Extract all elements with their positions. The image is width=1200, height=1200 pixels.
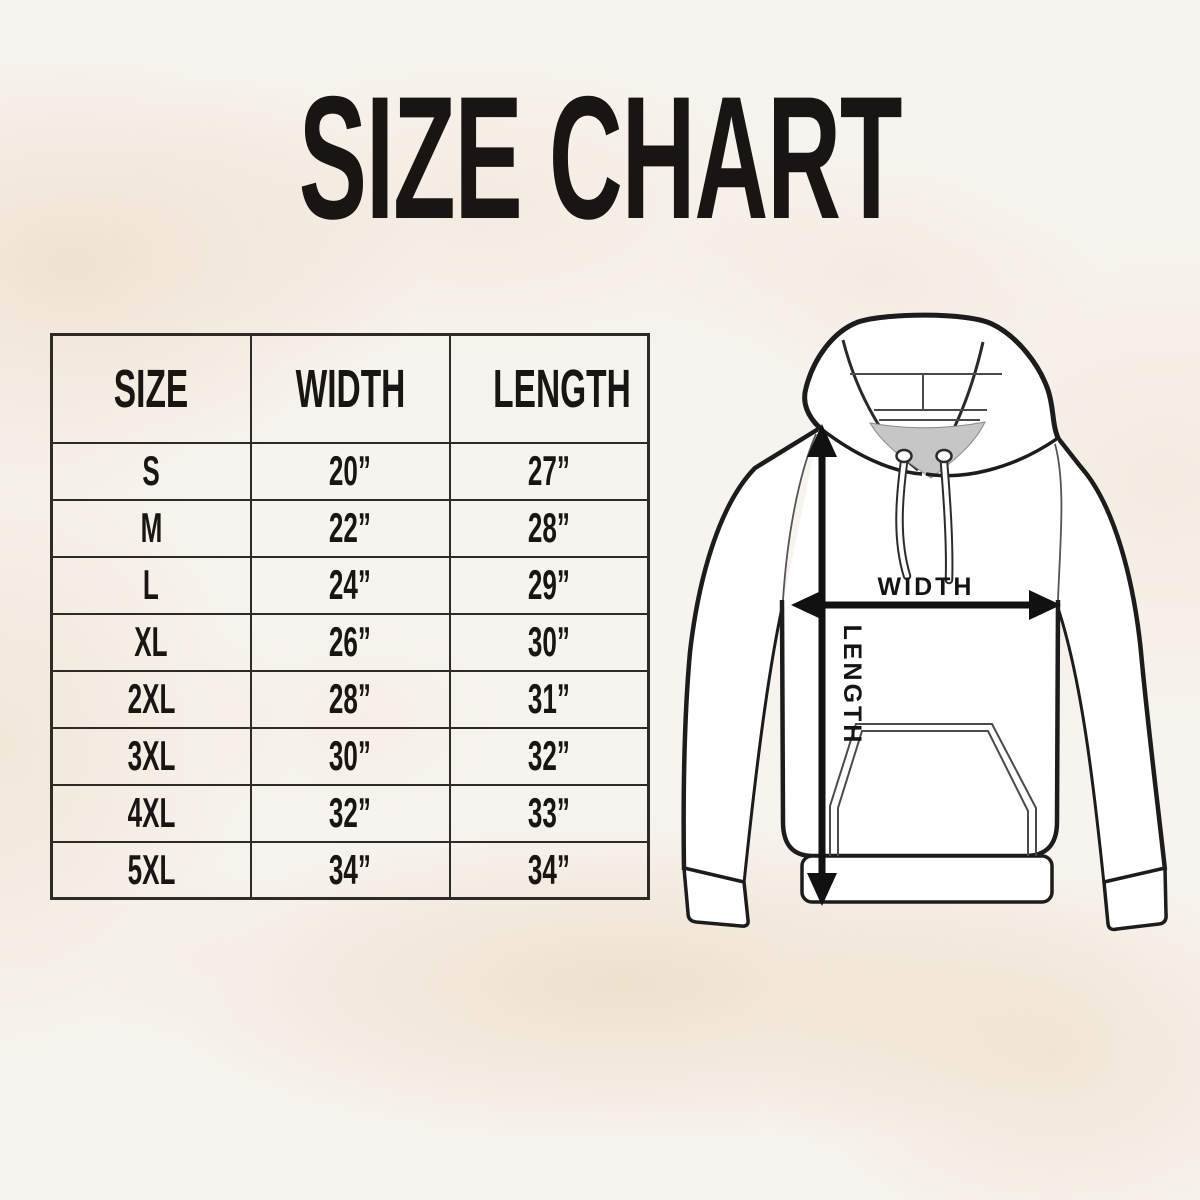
length-cell: 28” <box>448 498 650 558</box>
size-table-body: S 20” 27” M 22” 28” L 24” 29” XL 26” 30” 2XL 28” 31” 3X… <box>50 441 650 900</box>
length-arrow-label: LENGTH <box>838 625 866 746</box>
length-value: 32” <box>527 732 570 779</box>
length-value: 34” <box>527 845 570 893</box>
size-value: 5XL <box>127 845 176 893</box>
header-size-label: SIZE <box>114 358 189 419</box>
drawstrings <box>895 448 954 585</box>
size-table-header: SIZE WIDTH LENGTH <box>50 333 650 444</box>
hood <box>802 312 1061 585</box>
hoodie-right-sleeve <box>1054 436 1168 932</box>
length-value: 28” <box>527 504 570 551</box>
size-table: SIZE WIDTH LENGTH S 20” 27” M 22” 28” L 24” 29” X… <box>50 333 650 900</box>
width-value: 20” <box>329 447 371 494</box>
size-cell: 3XL <box>50 726 252 786</box>
size-value: XL <box>134 618 168 665</box>
length-cell: 30” <box>448 612 650 672</box>
size-cell: S <box>50 441 252 501</box>
length-cell: 31” <box>448 669 650 729</box>
length-cell: 33” <box>448 783 650 843</box>
width-cell: 22” <box>249 498 451 558</box>
size-value: S <box>142 447 160 494</box>
header-width: WIDTH <box>249 333 451 444</box>
width-cell: 20” <box>249 441 451 501</box>
size-cell: L <box>50 555 252 615</box>
length-cell: 29” <box>448 555 650 615</box>
table-row: M 22” 28” <box>50 498 650 558</box>
width-value: 30” <box>329 732 371 779</box>
size-value: L <box>143 561 160 608</box>
width-value: 22” <box>329 504 371 551</box>
size-cell: M <box>50 498 252 558</box>
kangaroo-pocket <box>829 723 1037 856</box>
size-value: 3XL <box>127 732 176 779</box>
length-value: 31” <box>527 675 570 722</box>
length-value: 27” <box>527 447 570 494</box>
length-cell: 27” <box>448 441 650 501</box>
right-cuff <box>1102 866 1168 932</box>
length-cell: 32” <box>448 726 650 786</box>
page-title-text: SIZE CHART <box>298 60 903 256</box>
width-cell: 28” <box>249 669 451 729</box>
eyelet-right <box>935 448 953 464</box>
length-value: 30” <box>527 618 570 665</box>
hoodie-left-sleeve <box>681 426 822 928</box>
size-value: 2XL <box>127 675 176 722</box>
width-cell: 34” <box>249 840 451 900</box>
size-value: M <box>140 504 163 551</box>
length-arrow <box>807 424 837 906</box>
header-width-label: WIDTH <box>295 358 405 419</box>
width-value: 26” <box>329 618 371 665</box>
width-cell: 32” <box>249 783 451 843</box>
width-value: 24” <box>329 561 371 608</box>
width-value: 28” <box>329 675 371 722</box>
size-cell: 2XL <box>50 669 252 729</box>
length-cell: 34” <box>448 840 650 900</box>
hem-band <box>800 854 1054 904</box>
page-title: SIZE CHART <box>0 71 1200 246</box>
width-cell: 24” <box>249 555 451 615</box>
table-row: XL 26” 30” <box>50 612 650 672</box>
table-row: 3XL 30” 32” <box>50 726 650 786</box>
length-value: 33” <box>527 789 570 836</box>
left-cuff <box>682 866 750 928</box>
width-value: 32” <box>329 789 371 836</box>
width-cell: 26” <box>249 612 451 672</box>
eyelet-left <box>895 448 913 464</box>
header-length: LENGTH <box>448 333 650 444</box>
table-row: 2XL 28” 31” <box>50 669 650 729</box>
size-value: 4XL <box>127 789 176 836</box>
width-cell: 30” <box>249 726 451 786</box>
width-value: 34” <box>329 845 371 893</box>
table-row: 5XL 34” 34” <box>50 840 650 900</box>
width-arrow-label: WIDTH <box>878 573 975 601</box>
size-table-grid: SIZE WIDTH LENGTH S 20” 27” M 22” 28” L 24” 29” X… <box>50 333 650 900</box>
size-cell: XL <box>50 612 252 672</box>
hoodie-illustration: WIDTH LENGTH <box>681 312 1168 932</box>
table-row: 4XL 32” 33” <box>50 783 650 843</box>
width-arrow <box>791 590 1061 620</box>
size-cell: 4XL <box>50 783 252 843</box>
header-row: SIZE WIDTH LENGTH <box>50 333 650 444</box>
table-row: L 24” 29” <box>50 555 650 615</box>
header-length-label: LENGTH <box>492 358 631 419</box>
size-cell: 5XL <box>50 840 252 900</box>
header-size: SIZE <box>50 333 252 444</box>
table-row: S 20” 27” <box>50 441 650 501</box>
length-value: 29” <box>527 561 570 608</box>
